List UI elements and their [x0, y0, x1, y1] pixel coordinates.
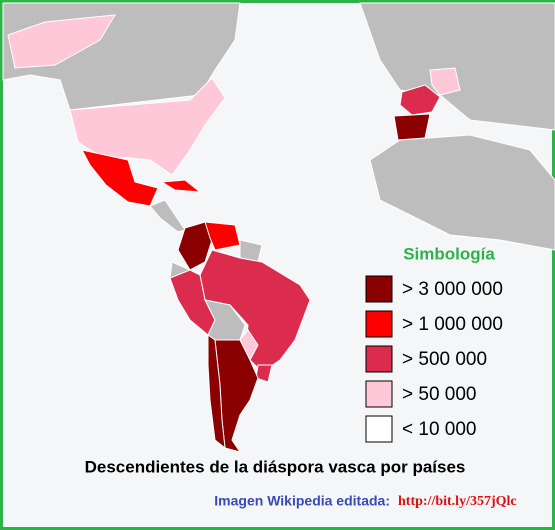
credit-text: Imagen Wikipedia editada: [214, 493, 390, 509]
caption: Descendientes de la diáspora vasca por p… [85, 457, 466, 476]
legend-swatch [365, 275, 393, 303]
legend-label: > 1 000 000 [402, 314, 503, 335]
alaska [7, 14, 116, 69]
africa [369, 134, 555, 251]
legend-swatch [365, 345, 393, 373]
legend-swatch [365, 310, 393, 338]
cuba [160, 179, 202, 193]
chile [207, 334, 226, 450]
europe [359, 2, 555, 131]
legend-label: < 10 000 [402, 419, 477, 440]
france [399, 84, 441, 116]
legend-title: Simbología [403, 244, 495, 263]
map [2, 2, 555, 453]
legend-swatch [365, 380, 393, 408]
credit-link: http://bit.ly/357jQlc [398, 494, 517, 509]
legend-label: > 500 000 [402, 349, 487, 370]
legend-label: > 3 000 000 [402, 279, 503, 300]
legend: Simbología > 3 000 000 > 1 000 000 > 500 0… [365, 244, 503, 443]
spain [393, 113, 431, 141]
uruguay [255, 364, 273, 383]
germany [429, 67, 461, 96]
legend-swatch [365, 415, 393, 443]
legend-label: > 50 000 [402, 384, 477, 405]
venezuela [204, 221, 241, 251]
